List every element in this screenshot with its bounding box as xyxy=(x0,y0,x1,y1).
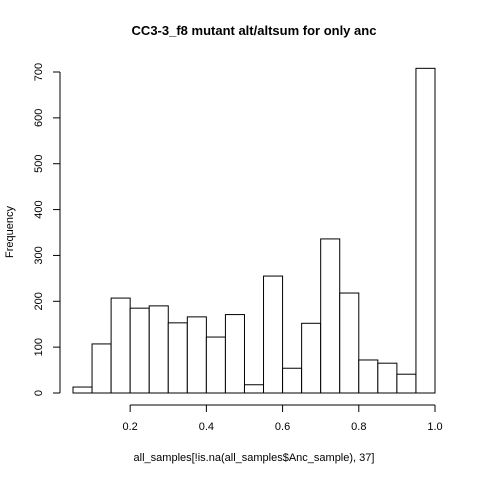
histogram-bar-10 xyxy=(263,275,284,394)
histogram-bar-9 xyxy=(243,384,265,394)
x-tick-label-1: 0.4 xyxy=(199,421,214,433)
histogram-bar-8 xyxy=(224,314,245,394)
histogram-bar-15 xyxy=(358,359,379,394)
x-tick-label-0: 0.2 xyxy=(123,421,138,433)
y-tick-label-0: 0 xyxy=(33,390,45,396)
x-tick-label-2: 0.6 xyxy=(275,421,290,433)
histogram-bar-13 xyxy=(320,238,341,394)
histogram-bar-1 xyxy=(91,343,112,394)
y-tick-label-7: 700 xyxy=(33,63,45,81)
histogram-bar-11 xyxy=(282,367,303,394)
histogram-bar-6 xyxy=(186,316,207,394)
histogram-bars xyxy=(72,67,436,394)
histogram-bar-4 xyxy=(148,305,169,394)
y-tick-label-2: 200 xyxy=(33,292,45,310)
y-tick-label-4: 400 xyxy=(33,200,45,218)
histogram-bar-17 xyxy=(396,373,417,394)
x-tick-label-3: 0.8 xyxy=(351,421,366,433)
histogram-bar-3 xyxy=(129,307,150,394)
histogram-bar-12 xyxy=(301,322,322,394)
y-axis: 0 100 200 300 400 500 600 700 xyxy=(33,63,61,396)
histogram-bar-7 xyxy=(205,336,226,394)
histogram-bar-16 xyxy=(377,362,398,394)
x-axis-label: all_samples[!is.na(all_samples$Anc_sampl… xyxy=(134,452,375,464)
y-tick-label-6: 600 xyxy=(33,109,45,127)
histogram-bar-2 xyxy=(110,297,131,394)
chart-title: CC3-3_f8 mutant alt/altsum for only anc xyxy=(132,23,377,38)
histogram-bar-14 xyxy=(339,292,360,394)
x-tick-label-4: 1.0 xyxy=(427,421,442,433)
y-tick-label-3: 300 xyxy=(33,246,45,264)
y-tick-label-5: 500 xyxy=(33,155,45,173)
histogram-bar-0 xyxy=(72,386,93,394)
y-axis-label: Frequency xyxy=(4,206,16,258)
y-tick-label-1: 100 xyxy=(33,338,45,356)
x-axis: 0.2 0.4 0.6 0.8 1.0 xyxy=(123,404,443,433)
histogram-bar-5 xyxy=(167,322,188,394)
histogram-bar-18 xyxy=(415,67,436,394)
